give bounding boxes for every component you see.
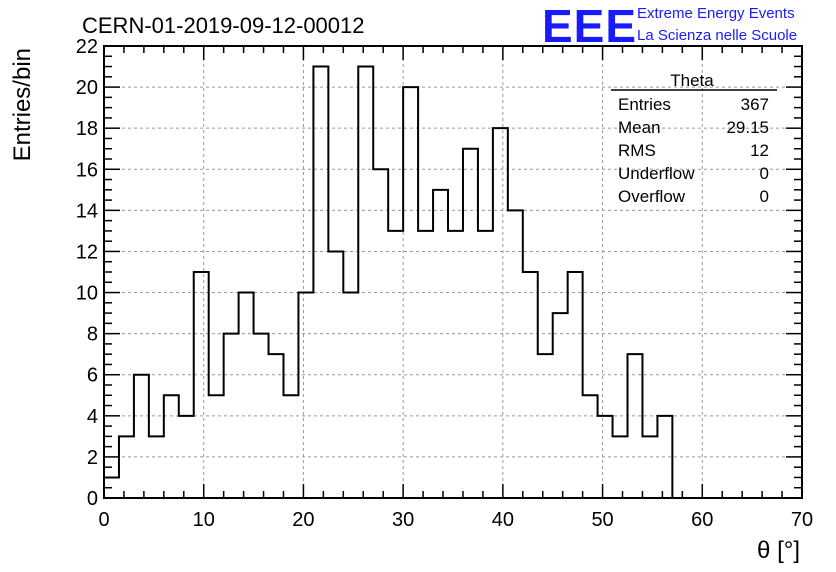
stats-value: 12 — [750, 141, 769, 160]
x-tick-label: 10 — [193, 509, 215, 531]
y-tick-label: 4 — [87, 406, 98, 428]
y-tick-label: 12 — [76, 241, 98, 263]
y-tick-label: 2 — [87, 447, 98, 469]
x-tick-label: 60 — [691, 509, 713, 531]
x-tick-label: 20 — [292, 509, 314, 531]
y-tick-label: 14 — [76, 200, 98, 222]
chart-title: CERN-01-2019-09-12-00012 — [82, 13, 365, 38]
y-tick-labels: 0 2 4 6 8 10 12 14 16 18 20 22 — [76, 36, 98, 510]
stats-label: Entries — [618, 95, 671, 114]
eee-logo: EEE Extreme Energy Events La Scienza nel… — [542, 0, 797, 52]
x-tick-label: 50 — [591, 509, 613, 531]
x-tick-label: 40 — [492, 509, 514, 531]
y-tick-label: 18 — [76, 118, 98, 140]
stats-label: Underflow — [618, 164, 695, 183]
stats-label: Mean — [618, 118, 661, 137]
y-tick-label: 10 — [76, 283, 98, 305]
x-tick-label: 30 — [392, 509, 414, 531]
y-tick-label: 8 — [87, 324, 98, 346]
y-axis-title: Entries/bin — [9, 48, 36, 161]
y-tick-label: 6 — [87, 365, 98, 387]
stats-title: Theta — [670, 71, 714, 90]
brand-line-2: La Scienza nelle Scuole — [637, 27, 797, 44]
y-tick-label: 20 — [76, 77, 98, 99]
y-tick-label: 16 — [76, 159, 98, 181]
stats-box: Theta Entries 367 Mean 29.15 RMS 12 Underflow 0… — [611, 71, 777, 206]
stats-label: Overflow — [618, 187, 686, 206]
brand-line-1: Extreme Energy Events — [637, 5, 795, 22]
x-tick-label: 70 — [791, 509, 813, 531]
stats-value: 0 — [760, 187, 769, 206]
y-tick-label: 22 — [76, 36, 98, 58]
stats-label: RMS — [618, 141, 656, 160]
stats-value: 0 — [760, 164, 769, 183]
stats-value: 367 — [741, 95, 769, 114]
stats-value: 29.15 — [726, 118, 769, 137]
x-axis-title: θ [°] — [757, 537, 800, 564]
y-tick-label: 0 — [87, 488, 98, 510]
stats-rows: Entries 367 Mean 29.15 RMS 12 Underflow 0 Overfl… — [618, 95, 769, 206]
x-tick-labels: 0 10 20 30 40 50 60 70 — [98, 509, 813, 531]
histogram-outline — [103, 65, 674, 498]
eee-logo-text: EEE — [542, 0, 637, 52]
x-tick-label: 0 — [98, 509, 109, 531]
axis-ticks — [103, 45, 803, 499]
grid-lines — [104, 46, 802, 498]
